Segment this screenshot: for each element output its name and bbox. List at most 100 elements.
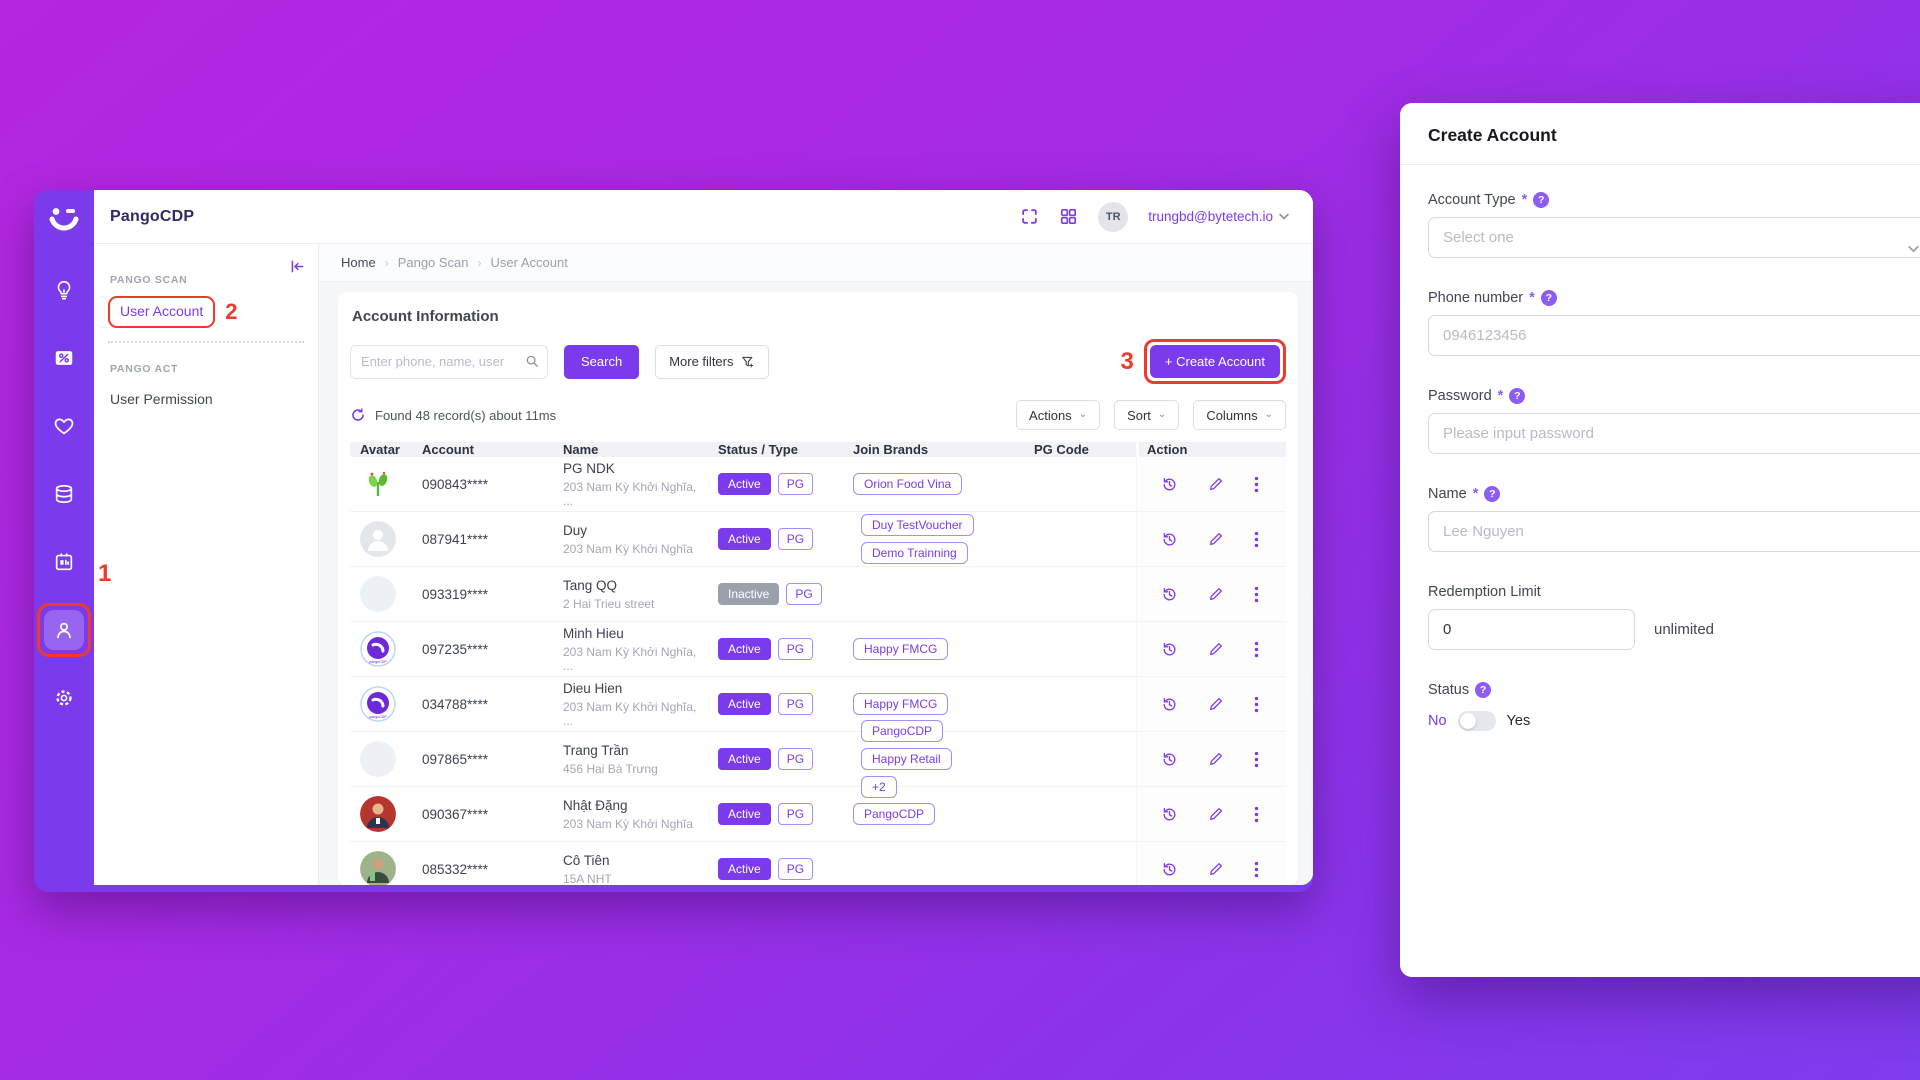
collapse-sidebar-button[interactable]	[287, 256, 308, 280]
type-badge: PG	[777, 858, 814, 880]
more-button[interactable]	[1254, 751, 1259, 768]
kebab-icon	[1254, 641, 1259, 657]
main-content: Home › Pango Scan › User Account Account…	[319, 244, 1313, 885]
status-toggle[interactable]	[1457, 711, 1496, 731]
password-input[interactable]	[1428, 413, 1920, 454]
help-icon[interactable]: ?	[1533, 192, 1550, 208]
history-button[interactable]	[1161, 476, 1178, 493]
user-avatar[interactable]: TR	[1098, 201, 1129, 232]
edit-button[interactable]	[1208, 806, 1224, 822]
help-icon[interactable]: ?	[1484, 486, 1501, 502]
breadcrumb-separator: ›	[477, 255, 482, 270]
sidebar-item-vouchers[interactable]	[44, 338, 84, 378]
collapse-icon	[291, 260, 304, 273]
search-button[interactable]: Search	[564, 344, 640, 379]
history-icon	[1163, 752, 1176, 765]
brand-chip-more[interactable]: +2	[861, 776, 897, 798]
app-title: PangoCDP	[110, 207, 195, 225]
table-row: 090367**** Nhật Đặng 203 Nam Kỳ Khởi Nghĩ…	[350, 787, 1286, 842]
search-input[interactable]	[350, 344, 548, 379]
edit-button[interactable]	[1208, 751, 1224, 767]
more-button[interactable]	[1254, 696, 1259, 713]
name-input[interactable]	[1428, 511, 1920, 552]
edit-button[interactable]	[1208, 641, 1224, 657]
accounts-table: Avatar Account Name Status / Type Join B…	[350, 442, 1286, 885]
status-yes-label: Yes	[1506, 713, 1531, 729]
more-button[interactable]	[1254, 476, 1259, 493]
edit-button[interactable]	[1208, 531, 1224, 547]
sidebar-item-data[interactable]	[44, 474, 84, 514]
history-icon	[1163, 807, 1176, 820]
help-icon[interactable]: ?	[1475, 682, 1492, 698]
brand-chip[interactable]: Demo Trainning	[861, 542, 968, 564]
edit-button[interactable]	[1208, 861, 1224, 877]
sort-dropdown[interactable]: Sort ⌄	[1114, 400, 1180, 430]
more-button[interactable]	[1254, 806, 1259, 823]
address-cell: 456 Hai Bà Trưng	[563, 761, 658, 776]
help-icon[interactable]: ?	[1509, 388, 1526, 404]
breadcrumb-pango-scan[interactable]: Pango Scan	[397, 255, 469, 270]
type-badge: PG	[786, 583, 822, 605]
edit-button[interactable]	[1208, 476, 1224, 492]
columns-dropdown[interactable]: Columns ⌄	[1193, 400, 1286, 430]
sidebar-item-campaigns[interactable]	[44, 542, 84, 582]
redemption-limit-input[interactable]	[1428, 609, 1635, 650]
status-badge: Active	[718, 693, 771, 715]
chevron-down-icon: ⌄	[1078, 409, 1088, 420]
gear-icon	[56, 690, 72, 706]
sidebar-item-settings[interactable]	[44, 678, 84, 718]
avatar-photo	[360, 851, 396, 885]
nav-item-user-permission[interactable]: User Permission	[110, 391, 213, 407]
database-icon	[55, 484, 73, 504]
nav-item-user-account[interactable]: User Account	[120, 303, 204, 319]
brand-chip[interactable]: Duy TestVoucher	[861, 514, 974, 536]
more-button[interactable]	[1254, 531, 1259, 548]
phone-input[interactable]	[1428, 315, 1920, 356]
refresh-icon[interactable]	[350, 407, 366, 423]
brand-chip[interactable]: Orion Food Vina	[853, 473, 963, 495]
brand-chip[interactable]: Happy FMCG	[853, 693, 949, 715]
chevron-down-icon	[1279, 213, 1289, 220]
sidebar-item-insights[interactable]	[44, 270, 84, 310]
brand-chip[interactable]: Happy FMCG	[853, 638, 949, 660]
history-icon	[1163, 532, 1176, 545]
more-button[interactable]	[1254, 641, 1259, 658]
brand-chip[interactable]: PangoCDP	[853, 803, 936, 825]
account-type-label: Account Type	[1428, 192, 1516, 208]
actions-dropdown[interactable]: Actions ⌄	[1016, 400, 1101, 430]
history-button[interactable]	[1161, 696, 1178, 713]
sidebar-item-loyalty[interactable]	[44, 406, 84, 446]
edit-button[interactable]	[1208, 696, 1224, 712]
nav-divider	[108, 341, 304, 343]
history-button[interactable]	[1161, 586, 1178, 603]
sidebar-item-user-account[interactable]	[37, 603, 91, 657]
more-button[interactable]	[1254, 861, 1259, 878]
history-icon	[1163, 862, 1176, 875]
brand-chip[interactable]: Happy Retail	[861, 748, 952, 770]
history-button[interactable]	[1161, 751, 1178, 768]
brand-chip[interactable]: PangoCDP	[861, 720, 944, 742]
create-account-button[interactable]: + Create Account	[1149, 345, 1280, 378]
nav-section-pango-act: PANGO ACT	[110, 363, 179, 375]
filter-funnel-icon	[741, 356, 753, 367]
fullscreen-button[interactable]	[1020, 207, 1039, 226]
more-button[interactable]	[1254, 586, 1259, 603]
history-button[interactable]	[1161, 806, 1178, 823]
history-button[interactable]	[1161, 861, 1178, 878]
more-filters-button[interactable]: More filters	[655, 344, 769, 379]
help-icon[interactable]: ?	[1540, 290, 1557, 306]
unlimited-label: unlimited	[1654, 621, 1715, 638]
col-header-pg-code: PG Code	[1034, 442, 1089, 457]
create-account-panel: Create Account Account Type *? Phone numb…	[1400, 103, 1920, 977]
account-cell: 090843****	[422, 476, 489, 492]
account-type-select[interactable]	[1428, 217, 1920, 258]
edit-button[interactable]	[1208, 586, 1224, 602]
breadcrumb-home[interactable]: Home	[341, 255, 376, 270]
kebab-icon	[1254, 531, 1259, 547]
result-summary: Found 48 record(s) about 11ms	[375, 407, 557, 423]
history-button[interactable]	[1161, 641, 1178, 658]
apps-grid-button[interactable]	[1059, 207, 1078, 226]
name-field: Name *?	[1428, 486, 1920, 552]
account-menu[interactable]: trungbd@bytetech.io	[1148, 209, 1289, 224]
history-button[interactable]	[1161, 531, 1178, 548]
